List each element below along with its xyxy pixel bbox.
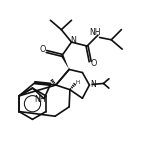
Text: O: O <box>90 59 97 68</box>
Polygon shape <box>61 55 69 69</box>
Text: N: N <box>70 36 76 45</box>
Text: NH: NH <box>34 95 46 104</box>
Text: H: H <box>76 80 80 85</box>
Text: NH: NH <box>89 28 101 37</box>
Text: N: N <box>90 80 96 89</box>
Text: O: O <box>40 45 46 54</box>
